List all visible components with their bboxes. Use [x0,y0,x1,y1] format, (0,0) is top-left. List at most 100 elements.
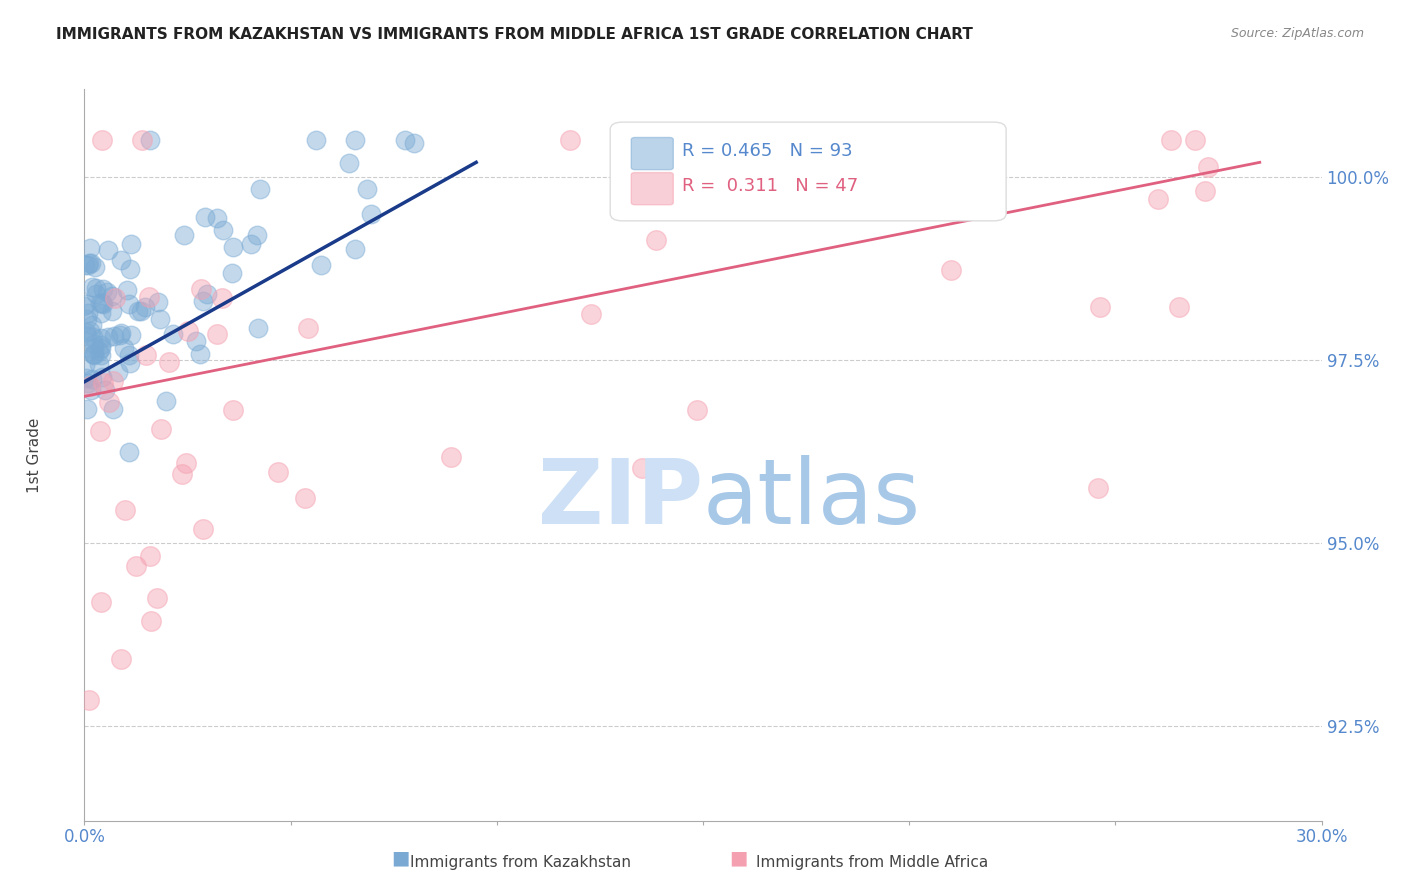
Point [83,341,105,355]
Point [1160,133,1182,147]
Point [87,343,110,358]
Text: ■: ■ [391,848,411,867]
Point [134,300,156,314]
Point [82,347,104,361]
FancyBboxPatch shape [610,122,1007,221]
Point [155,393,177,408]
Point [194,210,217,224]
Point [117,283,139,297]
Point [83,348,105,362]
Text: 30.0%: 30.0% [1295,828,1348,846]
Point [84,260,107,275]
Point [79,241,101,255]
Point [173,228,195,243]
Point [75,358,97,372]
Text: R =  0.311   N = 47: R = 0.311 N = 47 [682,178,858,195]
Point [131,133,153,147]
Point [75,325,97,339]
Point [267,466,290,480]
Point [305,133,328,147]
Point [90,133,112,147]
Point [110,253,132,268]
Point [138,549,160,564]
Point [125,559,148,574]
Point [90,331,112,345]
Point [73,299,96,313]
Text: 0.0%: 0.0% [63,828,105,846]
FancyBboxPatch shape [631,137,673,169]
Point [344,133,367,147]
Point [76,402,98,417]
Point [89,295,111,310]
Point [79,378,101,392]
Point [807,166,830,180]
Point [297,321,319,335]
Point [120,237,142,252]
Point [91,296,114,310]
Point [80,280,103,294]
FancyBboxPatch shape [631,172,673,205]
Point [1167,300,1189,314]
Point [177,324,200,338]
Point [172,467,194,481]
Point [80,383,103,397]
Point [1184,133,1206,147]
Point [96,285,118,300]
Point [191,293,214,308]
Point [139,614,162,628]
Point [190,282,212,296]
Point [212,222,235,236]
Text: ■: ■ [728,848,748,867]
Point [249,181,271,195]
Text: Source: ZipAtlas.com: Source: ZipAtlas.com [1230,27,1364,40]
Text: Immigrants from Middle Africa: Immigrants from Middle Africa [755,855,988,870]
Point [79,256,101,270]
Point [149,312,172,326]
Point [80,318,103,333]
Point [174,456,197,470]
Point [101,374,124,388]
Point [77,258,100,272]
Point [84,287,107,301]
Point [76,312,98,326]
Point [135,348,157,362]
Point [75,297,97,311]
Point [630,461,652,475]
Point [90,338,112,352]
Point [75,259,97,273]
Point [309,258,332,272]
Point [222,239,245,253]
Point [110,326,132,340]
Point [103,329,125,343]
Point [91,297,114,311]
Point [579,306,602,320]
Text: ZIP: ZIP [538,455,703,543]
Point [1197,161,1219,175]
Point [91,370,114,384]
Point [294,491,316,505]
Point [939,263,962,277]
Point [97,395,120,409]
Point [79,692,101,706]
Point [90,306,112,320]
Point [138,290,160,304]
Point [112,341,135,355]
Point [80,256,103,270]
Point [131,303,153,318]
Point [138,133,160,147]
Point [162,327,184,342]
Point [118,262,141,277]
Text: 1st Grade: 1st Grade [27,417,42,492]
Point [211,291,233,305]
Point [77,376,100,390]
Point [221,266,243,280]
Point [195,286,218,301]
Text: Immigrants from Kazakhstan: Immigrants from Kazakhstan [409,855,631,870]
Point [127,304,149,318]
Point [184,334,207,349]
Point [93,384,115,398]
Point [240,237,263,252]
Point [150,422,173,436]
Point [644,233,666,247]
Point [558,133,581,147]
